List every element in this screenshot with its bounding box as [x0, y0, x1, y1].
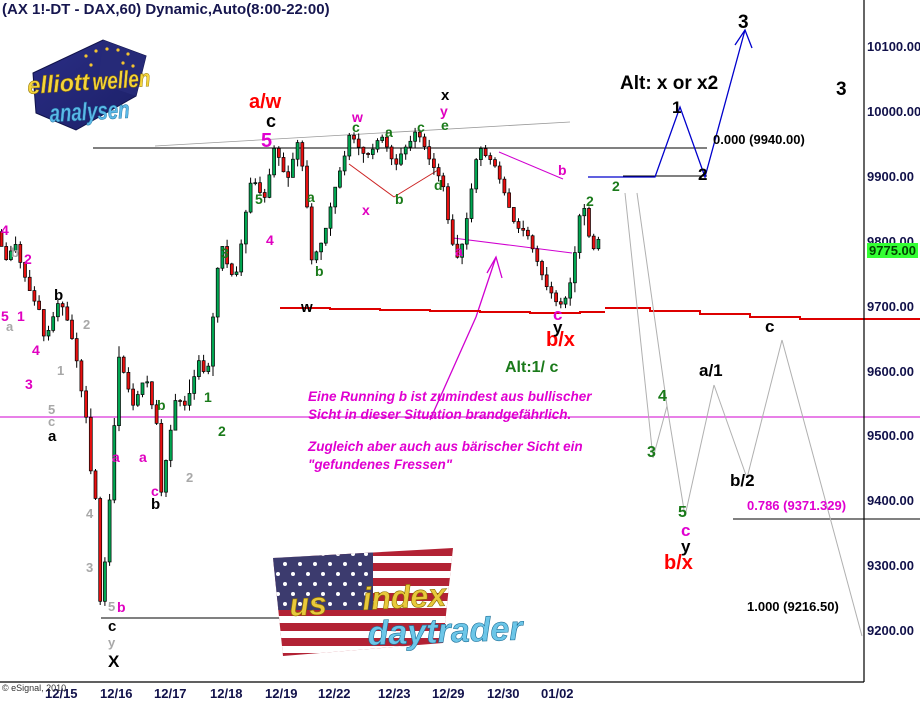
svg-text:daytrader: daytrader [367, 610, 525, 653]
svg-text:us: us [288, 585, 327, 623]
svg-text:index: index [361, 577, 448, 617]
